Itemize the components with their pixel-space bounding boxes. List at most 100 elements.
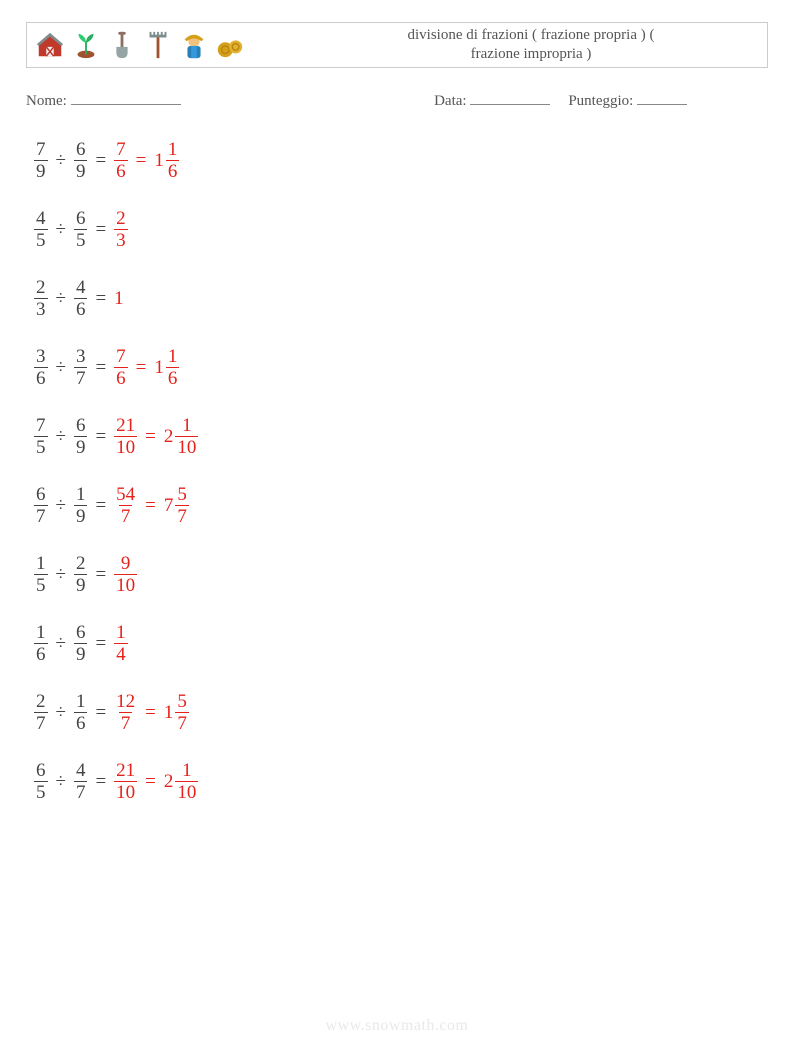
denominator: 6	[74, 712, 88, 733]
numerator: 4	[74, 761, 88, 781]
fraction: 69	[74, 140, 88, 181]
fraction: 65	[34, 761, 48, 802]
divide-operator: ÷	[48, 772, 74, 791]
score-field: Punteggio:	[568, 90, 687, 110]
numerator: 21	[114, 416, 137, 436]
denominator: 9	[74, 643, 88, 664]
fraction: 15	[34, 554, 48, 595]
equals-sign: =	[128, 151, 155, 170]
numerator: 1	[166, 140, 180, 160]
numerator: 5	[175, 692, 189, 712]
date-blank	[470, 90, 550, 105]
numerator: 5	[175, 485, 189, 505]
equals-sign: =	[87, 220, 114, 239]
problem-row: 27÷16=127=157	[34, 692, 768, 733]
equals-sign: =	[87, 358, 114, 377]
score-blank	[637, 90, 687, 105]
equals-sign: =	[87, 703, 114, 722]
fraction: 57	[175, 692, 189, 733]
mixed-number: 2110	[164, 761, 199, 802]
whole-part: 1	[154, 151, 166, 170]
fraction: 45	[34, 209, 48, 250]
fraction: 27	[34, 692, 48, 733]
answer-fraction: 910	[114, 554, 137, 595]
name-blank	[71, 90, 181, 105]
fraction: 29	[74, 554, 88, 595]
numerator: 6	[74, 623, 88, 643]
numerator: 7	[114, 140, 128, 160]
fraction: 36	[34, 347, 48, 388]
denominator: 6	[114, 160, 128, 181]
numerator: 1	[34, 554, 48, 574]
fraction: 110	[175, 761, 198, 802]
problem-row: 15÷29=910	[34, 554, 768, 595]
equals-sign: =	[87, 151, 114, 170]
problems-list: 79÷69=76=11645÷65=2323÷46=136÷37=76=1167…	[26, 140, 768, 802]
whole-part: 7	[164, 496, 176, 515]
problem-row: 36÷37=76=116	[34, 347, 768, 388]
title-line-2: frazione impropria )	[305, 45, 757, 64]
info-row: Nome: Data: Punteggio:	[26, 90, 768, 110]
equals-sign: =	[128, 358, 155, 377]
numerator: 1	[114, 623, 128, 643]
numerator: 12	[114, 692, 137, 712]
fraction: 110	[175, 416, 198, 457]
equals-sign: =	[137, 772, 164, 791]
mixed-number: 116	[154, 347, 179, 388]
problem-row: 45÷65=23	[34, 209, 768, 250]
rake-icon	[143, 30, 173, 60]
denominator: 6	[166, 160, 180, 181]
numerator: 1	[34, 623, 48, 643]
divide-operator: ÷	[48, 703, 74, 722]
problem-row: 79÷69=76=116	[34, 140, 768, 181]
answer-fraction: 1	[114, 289, 124, 308]
denominator: 9	[74, 160, 88, 181]
denominator: 6	[74, 298, 88, 319]
numerator: 6	[74, 209, 88, 229]
numerator: 2	[114, 209, 128, 229]
denominator: 7	[34, 712, 48, 733]
name-label: Nome:	[26, 93, 71, 109]
equals-sign: =	[87, 772, 114, 791]
divide-operator: ÷	[48, 427, 74, 446]
denominator: 7	[175, 505, 189, 526]
sprout-icon	[71, 30, 101, 60]
watermark: www.snowmath.com	[0, 1017, 794, 1035]
numerator: 1	[166, 347, 180, 367]
numerator: 6	[34, 485, 48, 505]
mixed-number: 116	[154, 140, 179, 181]
numerator: 1	[74, 692, 88, 712]
fraction: 16	[166, 347, 180, 388]
answer-fraction: 76	[114, 140, 128, 181]
fraction: 75	[34, 416, 48, 457]
whole-part: 2	[164, 772, 176, 791]
worksheet-header: divisione di frazioni ( frazione propria…	[26, 22, 768, 68]
numerator: 9	[119, 554, 133, 574]
denominator: 9	[34, 160, 48, 181]
date-field: Data:	[434, 90, 550, 110]
equals-sign: =	[87, 427, 114, 446]
mixed-number: 157	[164, 692, 189, 733]
denominator: 7	[119, 712, 133, 733]
date-label: Data:	[434, 93, 470, 109]
divide-operator: ÷	[48, 289, 74, 308]
numerator: 6	[74, 140, 88, 160]
answer-fraction: 547	[114, 485, 137, 526]
denominator: 3	[34, 298, 48, 319]
numerator: 1	[74, 485, 88, 505]
fraction: 57	[175, 485, 189, 526]
fraction: 69	[74, 623, 88, 664]
denominator: 10	[114, 436, 137, 457]
numerator: 2	[34, 692, 48, 712]
whole-part: 1	[154, 358, 166, 377]
numerator: 2	[34, 278, 48, 298]
denominator: 3	[114, 229, 128, 250]
denominator: 7	[175, 712, 189, 733]
fraction: 79	[34, 140, 48, 181]
denominator: 10	[114, 574, 137, 595]
numerator: 7	[34, 416, 48, 436]
problem-row: 23÷46=1	[34, 278, 768, 319]
numerator: 7	[34, 140, 48, 160]
equals-sign: =	[87, 634, 114, 653]
divide-operator: ÷	[48, 565, 74, 584]
